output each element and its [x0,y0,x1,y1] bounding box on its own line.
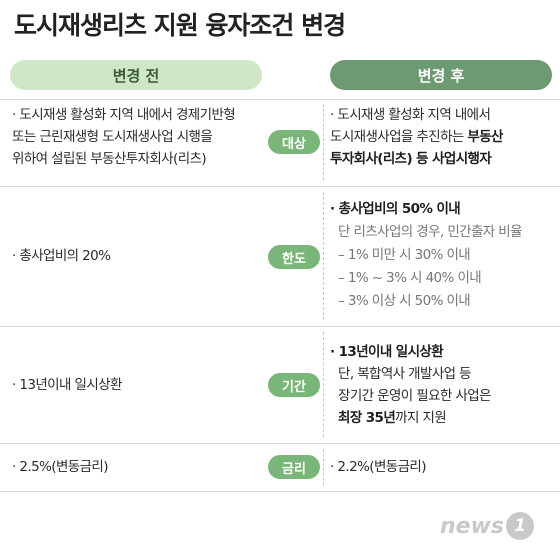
column-divider [323,449,325,485]
tag-target: 대상 [268,130,320,154]
row-target-after: · 도시재생 활성화 지역 내에서 도시재생사업을 추진하는 부동산 투자회사(… [330,107,503,167]
header-before: 변경 전 [10,60,262,90]
row-divider [0,443,560,444]
row-limit-after: · 총사업비의 50% 이내 단 리츠사업의 경우, 민간출자 비율 – 1% … [330,201,523,309]
row-period-before: · 13년이내 일시상환 [12,377,122,393]
row-limit-before: · 총사업비의 20% [12,248,111,264]
column-divider [323,192,325,320]
row-divider [0,99,560,100]
logo-wordmark: news [440,513,505,539]
row-divider [0,491,560,492]
column-divider [323,332,325,437]
row-divider [0,326,560,327]
logo-mark: 1 [506,512,535,540]
row-target-before: · 도시재생 활성화 지역 내에서 경제기반형 또는 근린재생형 도시재생사업 … [12,107,236,167]
row-period-after: · 13년이내 일시상환 단, 복합역사 개발사업 등 장기간 운영이 필요한 … [330,344,492,426]
header-after: 변경 후 [330,60,552,90]
row-rate-before: · 2.5%(변동금리) [12,459,109,475]
row-rate-after: · 2.2%(변동금리) [330,459,427,475]
row-divider [0,186,560,187]
column-divider [323,104,325,180]
news1-logo: news 1 [440,512,535,540]
page-title: 도시재생리츠 지원 융자조건 변경 [14,11,346,40]
tag-period: 기간 [268,373,320,397]
tag-rate: 금리 [268,455,320,479]
tag-limit: 한도 [268,245,320,269]
